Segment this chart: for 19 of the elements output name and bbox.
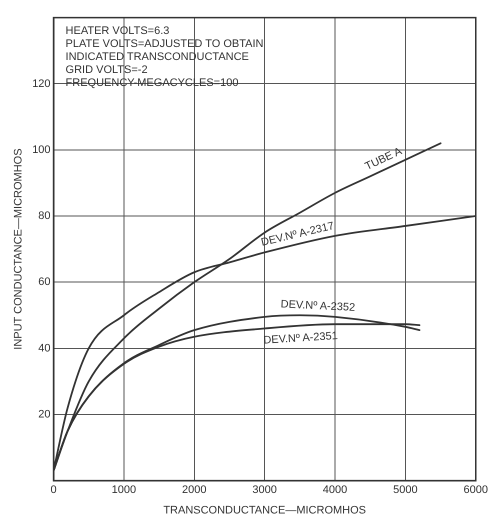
series-label: DEV.Nº A-2352 — [280, 298, 356, 314]
x-tick-label: 0 — [50, 484, 57, 496]
x-tick-label: 1000 — [112, 484, 136, 496]
y-tick-label: 60 — [38, 276, 51, 288]
y-axis-title: INPUT CONDUCTANCE—MICROMHOS — [12, 148, 25, 350]
x-tick-label: 2000 — [182, 484, 207, 496]
text: DEV.Nº A-2317 — [260, 220, 336, 249]
x-tick-label: 6000 — [464, 484, 488, 496]
y-tick-label: 100 — [32, 144, 51, 156]
x-tick-label: 5000 — [393, 484, 418, 496]
y-tick-label: 120 — [32, 78, 51, 90]
x-tick-label: 4000 — [322, 484, 348, 496]
y-tick-label: 40 — [38, 342, 51, 354]
x-axis-title: TRANSCONDUCTANCE—MICROMHOS — [163, 504, 366, 516]
y-tick-label: 80 — [38, 210, 51, 222]
text: TUBE A — [363, 145, 404, 173]
series-label: DEV.Nº A-2351 — [263, 330, 338, 347]
x-tick-label: 3000 — [252, 484, 277, 496]
y-tick-label: 20 — [38, 408, 51, 420]
